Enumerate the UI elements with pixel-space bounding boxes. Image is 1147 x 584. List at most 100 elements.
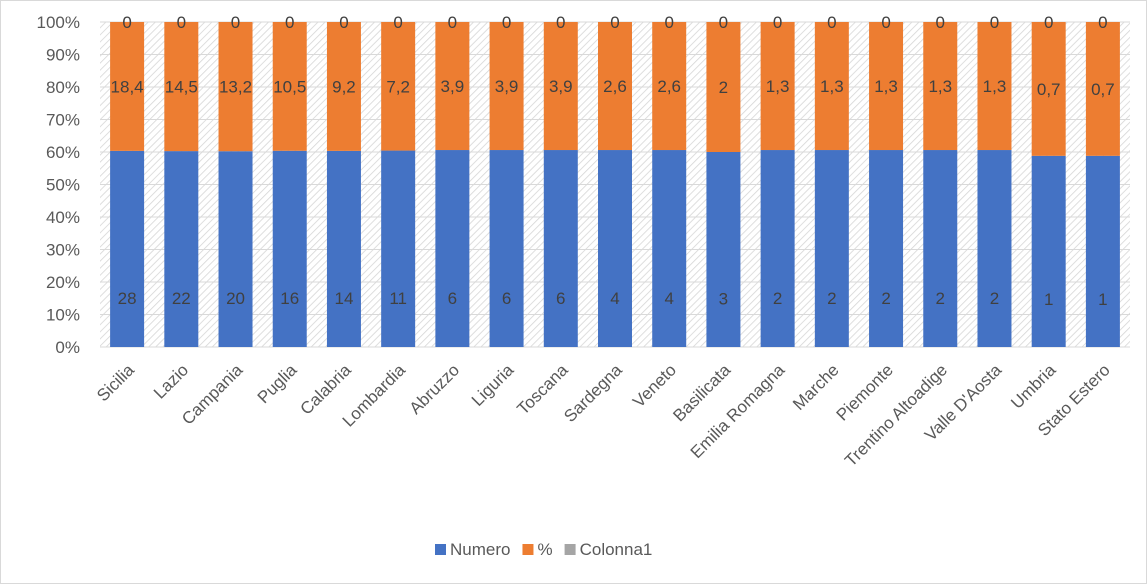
data-label: 2,6 xyxy=(603,77,627,96)
data-label: 0 xyxy=(1044,13,1053,32)
data-label: 0 xyxy=(177,13,186,32)
bar-segment xyxy=(489,22,524,151)
data-label: 0 xyxy=(502,13,511,32)
data-label: 2,6 xyxy=(657,77,681,96)
data-label: 1,3 xyxy=(983,77,1007,96)
bar-segment xyxy=(435,150,470,347)
y-tick-label: 100% xyxy=(37,13,80,32)
data-label: 9,2 xyxy=(332,77,356,96)
bar-segment xyxy=(760,150,795,347)
bar-segment xyxy=(598,150,632,347)
data-label: 0,7 xyxy=(1037,80,1061,99)
bars xyxy=(110,22,1120,347)
legend-label: Colonna1 xyxy=(580,540,653,559)
data-label: 0 xyxy=(339,13,348,32)
bar-segment xyxy=(923,150,958,347)
data-label: 2 xyxy=(827,289,836,308)
data-label: 20 xyxy=(226,289,245,308)
bar-segment xyxy=(543,22,578,151)
data-label: 13,2 xyxy=(219,78,252,97)
data-label: 7,2 xyxy=(386,77,410,96)
bar-segment xyxy=(869,150,904,347)
data-label: 2 xyxy=(936,289,945,308)
legend: Numero% Colonna1 xyxy=(435,540,652,559)
bar-segment xyxy=(543,150,578,347)
bar-segment xyxy=(381,22,416,151)
data-label: 16 xyxy=(280,289,299,308)
data-label: 0 xyxy=(122,13,131,32)
bar-segment xyxy=(164,22,199,152)
bar-segment xyxy=(814,22,849,151)
data-label: 0 xyxy=(719,13,728,32)
legend-label: % xyxy=(537,540,552,559)
data-label: 18,4 xyxy=(111,77,144,96)
data-label: 0 xyxy=(827,13,836,32)
data-label: 2 xyxy=(881,289,890,308)
bar-segment xyxy=(652,22,687,151)
data-label: 14,5 xyxy=(165,78,198,97)
bar-segment xyxy=(435,22,470,151)
data-label: 0 xyxy=(610,13,619,32)
bar-segment xyxy=(1085,22,1120,156)
data-label: 14 xyxy=(334,289,353,308)
data-label: 4 xyxy=(664,289,673,308)
data-label: 3,9 xyxy=(495,77,519,96)
data-label: 3 xyxy=(719,289,728,308)
data-label: 0 xyxy=(773,13,782,32)
y-tick-label: 80% xyxy=(46,78,80,97)
data-label: 2 xyxy=(773,289,782,308)
data-label: 0 xyxy=(881,13,890,32)
data-label: 0 xyxy=(393,13,402,32)
y-tick-label: 20% xyxy=(46,273,80,292)
bar-segment xyxy=(110,150,145,347)
data-label: 2 xyxy=(719,78,728,97)
bar-segment xyxy=(218,151,253,347)
data-label: 3,9 xyxy=(549,77,573,96)
data-label: 10,5 xyxy=(273,77,306,96)
data-label: 0 xyxy=(664,13,673,32)
bar-segment xyxy=(326,150,361,347)
data-labels: 2818,402214,502013,201610,50149,20117,20… xyxy=(111,13,1115,309)
data-label: 6 xyxy=(556,289,565,308)
bar-segment xyxy=(218,22,253,152)
bar-segment xyxy=(977,22,1012,151)
bar-segment xyxy=(272,22,307,151)
bar-segment xyxy=(164,151,199,347)
bar-segment xyxy=(706,152,741,347)
data-label: 0 xyxy=(1098,13,1107,32)
y-tick-label: 90% xyxy=(46,46,80,65)
data-label: 0 xyxy=(936,13,945,32)
bar-segment xyxy=(381,150,416,347)
bar-segment xyxy=(1031,22,1066,156)
data-label: 3,9 xyxy=(441,77,465,96)
bar-segment xyxy=(326,22,361,151)
bar-segment xyxy=(869,22,904,151)
data-label: 6 xyxy=(448,289,457,308)
bar-segment xyxy=(923,22,958,151)
data-label: 1,3 xyxy=(928,77,952,96)
bar-segment xyxy=(814,150,849,347)
bar-segment xyxy=(706,22,741,152)
y-axis: 0% 10% 20% 30% 40% 50% 60% 70% 80% 90% 100% xyxy=(37,13,80,357)
data-label: 1,3 xyxy=(766,77,790,96)
data-label: 1 xyxy=(1044,290,1053,309)
y-tick-label: 50% xyxy=(46,176,80,195)
data-label: 6 xyxy=(502,289,511,308)
data-label: 4 xyxy=(610,289,619,308)
data-label: 28 xyxy=(118,289,137,308)
data-label: 1,3 xyxy=(820,77,844,96)
y-tick-label: 0% xyxy=(55,338,80,357)
legend-label: Numero xyxy=(450,540,510,559)
bar-segment xyxy=(1031,155,1066,347)
bar-segment xyxy=(272,150,307,347)
legend-swatch xyxy=(522,544,534,555)
data-label: 11 xyxy=(389,289,407,308)
data-label: 0 xyxy=(448,13,457,32)
data-label: 22 xyxy=(172,289,191,308)
bar-segment xyxy=(652,150,687,347)
bar-segment xyxy=(489,150,524,347)
y-tick-label: 10% xyxy=(46,306,80,325)
y-tick-label: 40% xyxy=(46,208,80,227)
